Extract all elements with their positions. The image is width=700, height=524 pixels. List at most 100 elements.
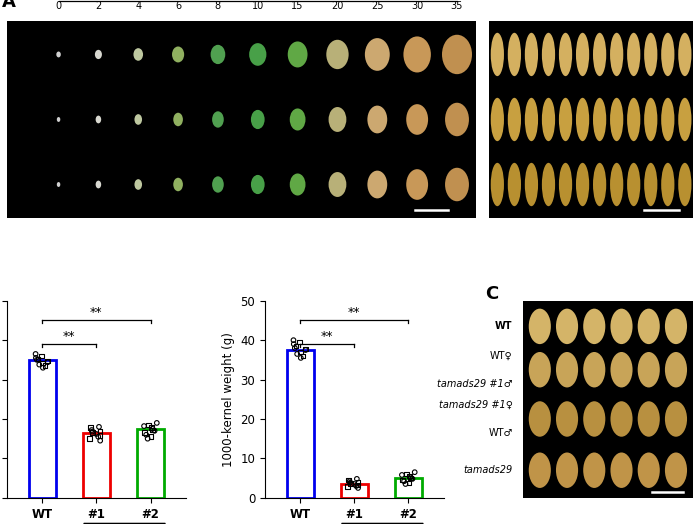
Point [345, 479, 356, 488]
Point [39, 362, 50, 370]
Ellipse shape [134, 48, 143, 61]
Text: **: ** [63, 330, 76, 343]
Point [94, 431, 106, 440]
Ellipse shape [576, 163, 589, 206]
Ellipse shape [95, 50, 102, 59]
Ellipse shape [556, 453, 578, 488]
Point [291, 350, 302, 358]
Ellipse shape [610, 453, 633, 488]
Text: C: C [485, 285, 498, 303]
Ellipse shape [96, 116, 101, 123]
Bar [286, 350, 314, 498]
Ellipse shape [491, 98, 504, 141]
Ellipse shape [290, 173, 305, 195]
Ellipse shape [542, 163, 555, 206]
Ellipse shape [593, 98, 606, 141]
Text: tamads29: tamads29 [463, 465, 512, 475]
Point [397, 476, 408, 484]
Ellipse shape [576, 98, 589, 141]
Point [295, 354, 307, 362]
Text: 2: 2 [95, 1, 101, 11]
Ellipse shape [556, 352, 578, 387]
Bar [395, 478, 422, 498]
Ellipse shape [134, 179, 142, 190]
Ellipse shape [556, 401, 578, 436]
Point [32, 355, 43, 363]
Text: 20: 20 [331, 1, 344, 11]
Point [94, 436, 106, 445]
Text: tamads29 #1♂: tamads29 #1♂ [437, 378, 512, 388]
Ellipse shape [525, 98, 538, 141]
Ellipse shape [644, 163, 657, 206]
Text: **: ** [90, 306, 103, 319]
Bar [137, 429, 164, 498]
Ellipse shape [491, 163, 504, 206]
Ellipse shape [638, 401, 660, 436]
Ellipse shape [445, 168, 469, 201]
Text: **: ** [348, 306, 360, 319]
Text: **: ** [321, 330, 333, 343]
Point [300, 346, 312, 354]
Point [139, 422, 150, 430]
Ellipse shape [610, 309, 633, 344]
Ellipse shape [644, 98, 657, 141]
Point [87, 428, 98, 436]
Point [146, 423, 158, 432]
Ellipse shape [528, 309, 551, 344]
Point [351, 475, 363, 483]
Ellipse shape [525, 163, 538, 206]
Y-axis label: 1000-kernel weight (g): 1000-kernel weight (g) [222, 332, 235, 467]
Point [93, 423, 104, 431]
Point [147, 424, 158, 433]
Point [409, 468, 420, 476]
Ellipse shape [174, 178, 183, 191]
Text: 0: 0 [55, 1, 62, 11]
Ellipse shape [57, 117, 60, 122]
Point [146, 432, 157, 441]
Point [352, 478, 363, 486]
Ellipse shape [610, 163, 623, 206]
Point [398, 477, 409, 485]
Ellipse shape [610, 352, 633, 387]
Text: WT♂: WT♂ [489, 428, 512, 438]
Text: 8: 8 [215, 1, 221, 11]
Text: 10: 10 [252, 1, 264, 11]
Ellipse shape [508, 33, 521, 76]
Point [30, 354, 41, 362]
Text: A: A [2, 0, 16, 12]
Ellipse shape [662, 98, 674, 141]
Point [141, 431, 152, 439]
Ellipse shape [528, 401, 551, 436]
Point [396, 471, 407, 479]
Point [32, 356, 43, 364]
Ellipse shape [134, 114, 142, 125]
Text: 25: 25 [371, 1, 384, 11]
Ellipse shape [525, 33, 538, 76]
Point [92, 432, 104, 441]
Text: WT♀: WT♀ [490, 351, 512, 361]
Text: 30: 30 [411, 1, 424, 11]
Bar [29, 360, 56, 498]
Point [351, 482, 362, 490]
Point [342, 483, 353, 491]
Ellipse shape [368, 171, 387, 199]
Ellipse shape [328, 107, 346, 132]
Ellipse shape [559, 163, 572, 206]
Text: 35: 35 [451, 1, 463, 11]
Ellipse shape [508, 163, 521, 206]
Ellipse shape [172, 47, 184, 62]
Ellipse shape [610, 98, 623, 141]
Point [87, 429, 98, 437]
Text: WT: WT [495, 321, 512, 331]
Ellipse shape [593, 33, 606, 76]
Point [151, 419, 162, 427]
Point [400, 480, 411, 488]
Point [142, 434, 153, 443]
Ellipse shape [665, 453, 687, 488]
Bar [83, 433, 110, 498]
Ellipse shape [662, 33, 674, 76]
Text: tamads29 #1♀: tamads29 #1♀ [439, 400, 512, 410]
Point [353, 484, 364, 492]
Ellipse shape [57, 182, 60, 187]
Ellipse shape [542, 98, 555, 141]
